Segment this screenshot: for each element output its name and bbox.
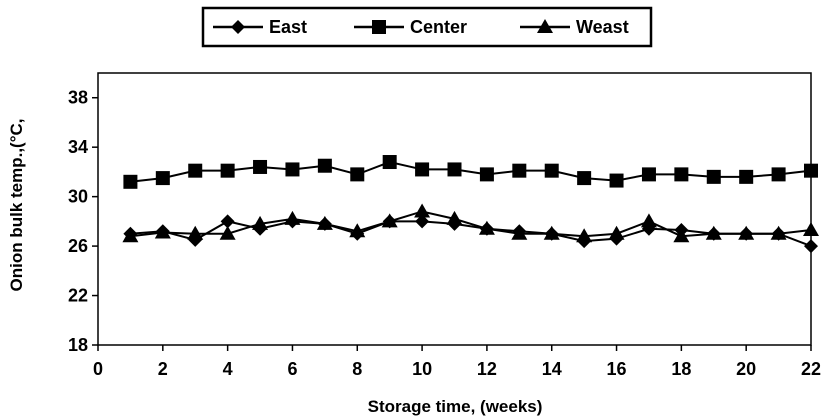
data-point-center xyxy=(285,162,300,177)
data-point-weast xyxy=(252,215,269,230)
y-tick-label: 38 xyxy=(68,88,88,108)
data-point-weast xyxy=(154,224,171,239)
data-point-center xyxy=(641,167,656,182)
data-point-center xyxy=(544,163,559,178)
data-point-center xyxy=(382,155,397,170)
data-point-weast xyxy=(576,228,593,243)
data-point-center xyxy=(577,171,592,186)
data-point-center xyxy=(739,169,754,184)
y-tick-label: 18 xyxy=(68,335,88,355)
legend: East Center Weast xyxy=(201,6,653,48)
data-point-weast xyxy=(219,225,236,240)
series-line-east xyxy=(130,220,812,248)
legend-item-center: Center xyxy=(354,17,467,37)
x-tick-label: 4 xyxy=(223,359,233,379)
data-point-weast xyxy=(381,213,398,228)
y-tick-label: 26 xyxy=(68,236,88,256)
data-point-east xyxy=(415,214,430,229)
legend-item-weast: Weast xyxy=(520,17,629,37)
legend-label-east: East xyxy=(269,17,307,37)
data-point-center xyxy=(415,162,430,177)
y-tick-label: 34 xyxy=(68,137,88,157)
x-axis-title: Storage time, (weeks) xyxy=(368,397,543,416)
data-point-weast xyxy=(284,210,301,225)
x-tick-label: 12 xyxy=(477,359,497,379)
data-point-east xyxy=(220,214,235,229)
data-point-weast xyxy=(673,228,690,243)
y-tick-label: 22 xyxy=(68,286,88,306)
x-tick-label: 20 xyxy=(736,359,756,379)
y-axis-title: Onion bulk temp.,(°C, xyxy=(7,118,26,291)
series-center xyxy=(123,155,818,189)
series-weast xyxy=(122,203,819,243)
data-point-weast xyxy=(122,228,139,243)
data-point-weast xyxy=(608,225,625,240)
x-tick-label: 22 xyxy=(801,359,821,379)
data-point-weast xyxy=(705,225,722,240)
data-point-center xyxy=(220,163,235,178)
series-line-center xyxy=(130,160,812,183)
legend-label-weast: Weast xyxy=(576,17,629,37)
legend-marker-weast xyxy=(537,19,553,33)
data-point-center xyxy=(188,163,203,178)
y-tick-label: 30 xyxy=(68,187,88,207)
data-point-center xyxy=(123,174,138,189)
data-point-weast xyxy=(478,220,495,235)
data-point-weast xyxy=(738,225,755,240)
data-point-center xyxy=(771,167,786,182)
x-tick-label: 2 xyxy=(158,359,168,379)
data-point-weast xyxy=(511,225,528,240)
data-point-weast xyxy=(803,222,819,237)
x-tick-label: 14 xyxy=(542,359,562,379)
x-tick-label: 10 xyxy=(412,359,432,379)
data-point-center xyxy=(804,163,818,178)
x-tick-label: 16 xyxy=(607,359,627,379)
series-line-weast xyxy=(130,210,812,238)
legend-item-east: East xyxy=(213,17,307,37)
x-tick-label: 8 xyxy=(352,359,362,379)
data-point-center xyxy=(706,169,721,184)
legend-label-center: Center xyxy=(410,17,467,37)
data-point-center xyxy=(350,167,365,182)
data-point-east xyxy=(804,239,818,254)
x-tick-label: 6 xyxy=(287,359,297,379)
data-point-weast xyxy=(446,210,463,225)
legend-box xyxy=(201,6,653,48)
x-tick-label: 18 xyxy=(671,359,691,379)
data-point-center xyxy=(317,158,332,173)
data-point-weast xyxy=(187,225,204,240)
legend-marker-east xyxy=(231,20,245,34)
data-point-center xyxy=(674,167,689,182)
data-point-center xyxy=(447,162,462,177)
data-point-center xyxy=(155,171,170,186)
data-point-weast xyxy=(640,213,657,228)
plot-area xyxy=(97,72,812,346)
data-point-weast xyxy=(770,225,787,240)
data-point-weast xyxy=(414,203,431,218)
data-point-center xyxy=(512,163,527,178)
data-point-center xyxy=(609,173,624,188)
data-point-center xyxy=(479,167,494,182)
data-point-weast xyxy=(349,223,366,238)
data-point-weast xyxy=(543,225,560,240)
data-point-weast xyxy=(316,215,333,230)
data-point-center xyxy=(253,159,268,174)
legend-marker-center xyxy=(372,20,386,34)
x-tick-label: 0 xyxy=(93,359,103,379)
